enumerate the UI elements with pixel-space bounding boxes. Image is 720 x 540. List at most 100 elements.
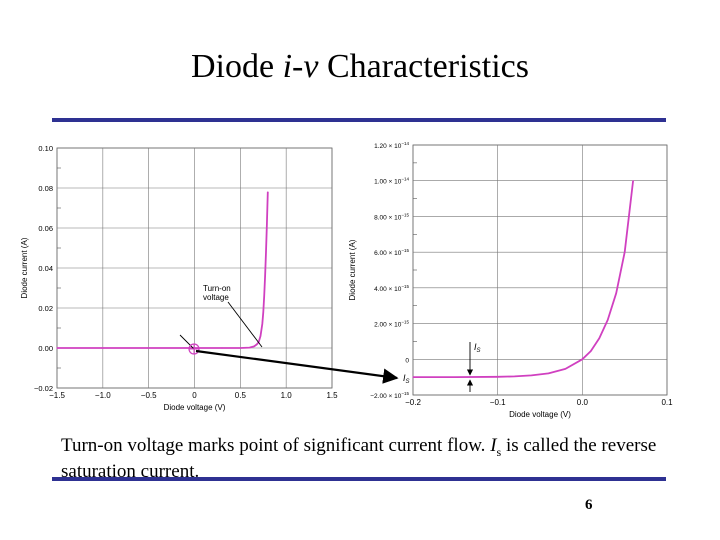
data-series-line <box>57 191 269 349</box>
slide-caption: Turn-on voltage marks point of significa… <box>61 436 671 482</box>
turn-on-label-line1: Turn-on <box>203 284 231 293</box>
y-tick-label: 0.10 <box>38 144 53 153</box>
y-tick-exponent: −15 <box>401 284 409 289</box>
data-point <box>259 335 262 337</box>
plot-frame <box>412 144 668 396</box>
is-label-left-sub: S <box>406 379 410 385</box>
caption-symbol: I <box>490 435 497 456</box>
top-divider <box>52 118 666 122</box>
y-axis-label: Diode current (A) <box>20 237 29 298</box>
data-point <box>581 358 583 360</box>
x-tick-label: 1.0 <box>281 391 293 400</box>
is-label-symbol: I <box>474 342 477 352</box>
y-tick-base: 0 <box>405 357 409 364</box>
data-point <box>530 374 533 376</box>
data-point <box>607 319 609 321</box>
chart-large-scale: −1.5 −1.0 −0.5 0 0.5 1.0 1.5 −0.02 0.00 0.02 0.04 0… <box>20 144 338 412</box>
y-tick-label: 4.00 × 10−15 <box>374 284 409 293</box>
data-series-line <box>413 180 634 379</box>
data-point <box>239 347 241 349</box>
data-point <box>248 347 251 349</box>
y-tick-exponent: −14 <box>401 141 409 146</box>
caption-symbol-sub: s <box>496 444 502 459</box>
data-point <box>547 372 550 374</box>
x-tick-label: 0.1 <box>661 398 673 407</box>
x-axis-label: Diode voltage (V) <box>509 410 571 419</box>
slide-title: Diode i-v Characteristics <box>0 48 720 86</box>
data-point <box>261 323 263 325</box>
y-tick-base: 2.00 × 10 <box>374 322 402 329</box>
y-tick-base: −2.00 × 10 <box>370 393 401 400</box>
y-tick-exponent: −15 <box>401 320 409 325</box>
y-tick-label: 0.06 <box>38 224 53 233</box>
x-tick-label: −0.1 <box>490 398 506 407</box>
data-point <box>262 311 264 313</box>
title-prefix: Diode <box>191 48 283 85</box>
caption-part2: is called the reverse saturation current… <box>61 435 657 482</box>
y-tick-label: 1.00 × 10−14 <box>374 177 409 186</box>
x-tick-label: 0.0 <box>577 398 589 407</box>
data-point <box>253 345 255 347</box>
x-tick-label: −1.0 <box>95 391 111 400</box>
annotation-overlay: Turn-on voltage IS IS <box>179 284 481 392</box>
y-tick-label: −0.02 <box>34 384 53 393</box>
y-tick-label: 0.02 <box>38 304 53 313</box>
bottom-divider <box>52 477 666 481</box>
x-tick-label: −0.5 <box>141 391 157 400</box>
y-tick-base: 1.20 × 10 <box>374 143 402 150</box>
is-label-left-symbol: I <box>403 373 406 383</box>
connector-arrow <box>195 349 399 384</box>
page-number: 6 <box>585 497 593 513</box>
y-axis-label: Diode current (A) <box>348 239 357 300</box>
data-point <box>148 347 150 349</box>
x-tick-label: 0.5 <box>235 391 247 400</box>
data-point <box>590 350 592 352</box>
data-point <box>564 368 567 370</box>
y-tick-label: 0.04 <box>38 264 53 273</box>
y-tick-exponent: −15 <box>401 391 409 396</box>
is-label: IS <box>474 342 481 354</box>
y-tick-label: 1.20 × 10−14 <box>374 141 409 150</box>
data-point <box>266 223 268 225</box>
y-tick-label: −2.00 × 10−15 <box>370 391 409 400</box>
is-label-sub: S <box>477 348 481 354</box>
data-point <box>514 375 516 378</box>
data-point <box>263 295 265 297</box>
y-tick-base: 8.00 × 10 <box>374 214 402 221</box>
y-tick-exponent: −14 <box>401 177 409 182</box>
data-point <box>454 376 456 378</box>
y-tick-label: 8.00 × 10−15 <box>374 212 409 221</box>
title-italic: i-v <box>282 48 319 85</box>
x-tick-label: 0 <box>192 391 197 400</box>
data-point <box>624 251 626 253</box>
y-tick-label: 0 <box>405 357 409 364</box>
title-suffix: Characteristics <box>318 48 529 85</box>
data-point <box>267 191 269 193</box>
data-point <box>256 343 258 345</box>
y-tick-base: 6.00 × 10 <box>374 250 402 257</box>
y-tick-label: 0.00 <box>38 344 53 353</box>
caption-part1: Turn-on voltage marks point of significa… <box>61 435 491 456</box>
data-point <box>102 347 104 349</box>
data-point <box>632 180 634 182</box>
is-label-left: IS <box>403 373 410 385</box>
y-tick-label: 2.00 × 10−15 <box>374 320 409 329</box>
y-tick-label: 6.00 × 10−15 <box>374 248 409 257</box>
data-point <box>264 275 266 277</box>
data-point <box>221 347 223 349</box>
x-tick-label: −1.5 <box>49 391 65 400</box>
y-tick-exponent: −15 <box>401 248 409 253</box>
turn-on-label-line2: voltage <box>203 293 229 302</box>
turn-on-pointer-line <box>227 301 263 348</box>
y-tick-label: 0.08 <box>38 184 53 193</box>
data-point <box>56 347 58 349</box>
data-point <box>598 337 600 339</box>
origin-pointer-line <box>179 334 195 350</box>
data-point <box>615 292 617 294</box>
x-axis-label: Diode voltage (V) <box>164 403 226 412</box>
y-tick-base: 4.00 × 10 <box>374 286 402 293</box>
x-tick-label: 1.5 <box>326 391 338 400</box>
y-tick-base: 1.00 × 10 <box>374 179 402 186</box>
